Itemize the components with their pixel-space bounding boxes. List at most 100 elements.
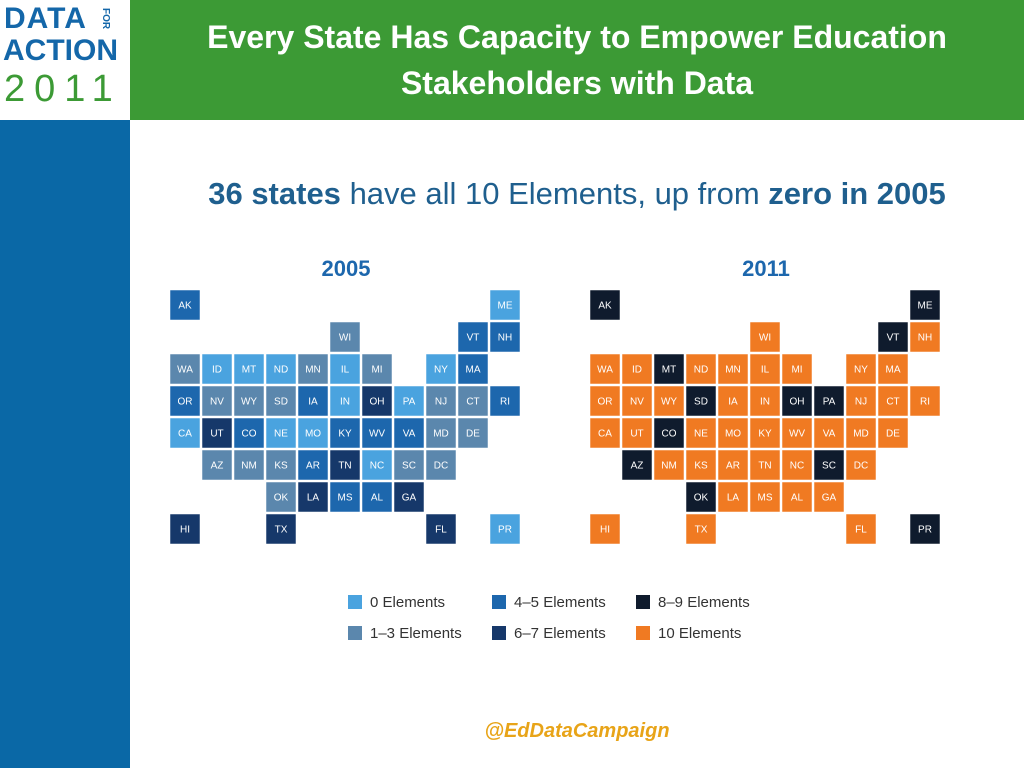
state xyxy=(909,321,941,353)
state xyxy=(717,481,749,513)
state xyxy=(169,513,201,545)
state-label: TX xyxy=(275,525,288,536)
state xyxy=(329,385,361,417)
state-label: CO xyxy=(242,429,257,440)
legend-swatch xyxy=(348,595,362,609)
state-label: AK xyxy=(598,301,612,312)
state xyxy=(169,385,201,417)
logo-text: 2011 xyxy=(4,68,122,110)
state-label: GA xyxy=(402,493,417,504)
state-label: AZ xyxy=(211,461,224,472)
state-label: DC xyxy=(434,461,448,472)
legend-swatch xyxy=(492,595,506,609)
sidebar xyxy=(0,120,130,768)
state-label: SC xyxy=(402,461,416,472)
state xyxy=(169,417,201,449)
state-label: AK xyxy=(178,301,192,312)
state xyxy=(457,417,489,449)
state-label: KS xyxy=(274,461,288,472)
state xyxy=(361,353,393,385)
state-label: AL xyxy=(791,493,804,504)
state-label: ID xyxy=(632,365,642,376)
state xyxy=(685,513,717,545)
state-label: NM xyxy=(241,461,257,472)
state-label: RI xyxy=(920,397,930,408)
state xyxy=(749,449,781,481)
state xyxy=(685,449,717,481)
state-label: NY xyxy=(854,365,868,376)
legend-swatch xyxy=(636,595,650,609)
state xyxy=(749,417,781,449)
state-label: IA xyxy=(728,397,738,408)
state-label: ND xyxy=(274,365,288,376)
state-label: NE xyxy=(274,429,288,440)
state-label: PR xyxy=(918,525,932,536)
state xyxy=(201,417,233,449)
state-label: MD xyxy=(433,429,449,440)
legend-swatch xyxy=(636,626,650,640)
state xyxy=(425,449,457,481)
state xyxy=(265,385,297,417)
state-label: SC xyxy=(822,461,836,472)
state xyxy=(621,385,653,417)
state xyxy=(781,417,813,449)
state xyxy=(233,449,265,481)
state-label: IA xyxy=(308,397,318,408)
state-label: CO xyxy=(662,429,677,440)
state-label: HI xyxy=(600,525,610,536)
state-label: RI xyxy=(500,397,510,408)
state xyxy=(653,353,685,385)
state-label: KY xyxy=(338,429,352,440)
legend-swatch xyxy=(492,626,506,640)
state-label: NC xyxy=(790,461,804,472)
state-label: WA xyxy=(177,365,193,376)
state xyxy=(877,417,909,449)
state-label: IN xyxy=(760,397,770,408)
state xyxy=(813,449,845,481)
state xyxy=(653,385,685,417)
state-label: PA xyxy=(823,397,836,408)
state xyxy=(233,385,265,417)
state xyxy=(781,449,813,481)
state-label: MT xyxy=(662,365,676,376)
state-label: WI xyxy=(759,333,771,344)
state xyxy=(265,417,297,449)
state-label: ME xyxy=(498,301,513,312)
state-label: CA xyxy=(178,429,192,440)
state xyxy=(781,385,813,417)
state-label: TN xyxy=(338,461,351,472)
state xyxy=(589,289,621,321)
state-label: IL xyxy=(341,365,350,376)
state xyxy=(589,353,621,385)
state xyxy=(457,321,489,353)
state xyxy=(589,513,621,545)
state xyxy=(621,417,653,449)
state xyxy=(845,513,877,545)
state-label: OK xyxy=(274,493,289,504)
state xyxy=(877,353,909,385)
state xyxy=(489,513,521,545)
legend-label: 0 Elements xyxy=(370,594,445,611)
map-year: 2011 xyxy=(742,256,790,281)
state xyxy=(297,385,329,417)
state-label: AL xyxy=(371,493,384,504)
legend-label: 4–5 Elements xyxy=(514,594,606,611)
legend-label: 8–9 Elements xyxy=(658,594,750,611)
state-label: OH xyxy=(790,397,805,408)
state xyxy=(685,385,717,417)
state xyxy=(845,353,877,385)
state-label: NC xyxy=(370,461,384,472)
state-label: NJ xyxy=(855,397,867,408)
state-label: WV xyxy=(789,429,805,440)
state xyxy=(297,353,329,385)
state-label: WV xyxy=(369,429,385,440)
footer: @EdDataCampaign xyxy=(484,720,670,742)
state xyxy=(201,353,233,385)
headline: 36 states have all 10 Elements, up from … xyxy=(130,176,1024,212)
state xyxy=(329,417,361,449)
state-label: PA xyxy=(403,397,416,408)
state-label: MS xyxy=(758,493,773,504)
state-label: UT xyxy=(630,429,643,440)
legend-label: 6–7 Elements xyxy=(514,625,606,642)
